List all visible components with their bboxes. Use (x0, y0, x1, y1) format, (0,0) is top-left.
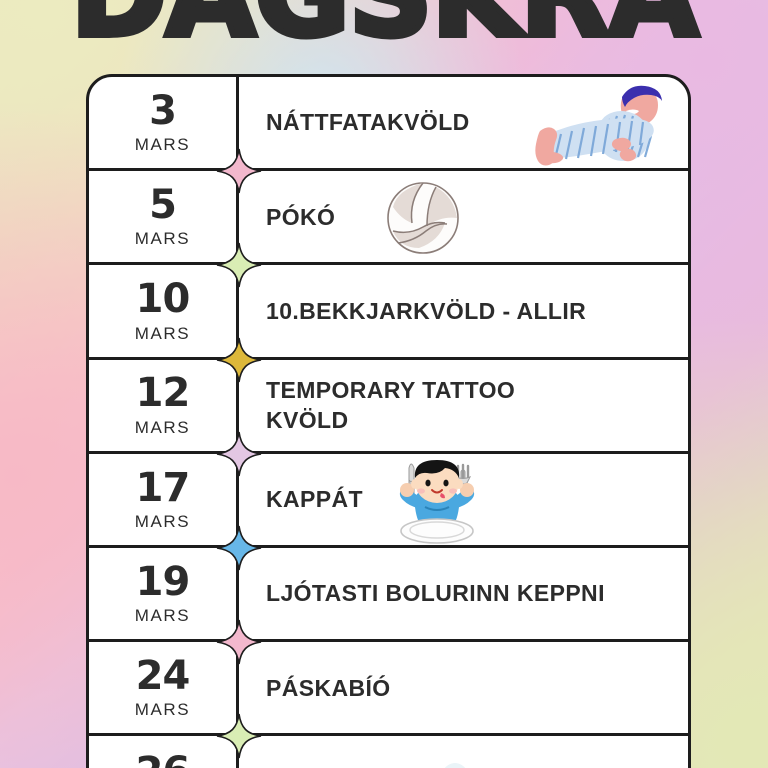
date-month: MARS (134, 700, 191, 720)
date-cell: 5 MARS (89, 171, 239, 263)
date-cell: 17 MARS (89, 453, 239, 545)
event-cell: KAPPÁT (239, 454, 688, 545)
date-cell: 26 MARS (89, 736, 239, 768)
date-month: MARS (134, 323, 191, 343)
schedule-row[interactable]: 5 MARS PÓKÓ (89, 171, 688, 288)
event-cell: LJÓTASTI BOLURINN KEPPNI (239, 548, 688, 639)
schedule-row[interactable]: 12 MARS TEMPORARY TATTOO KVÖLD (89, 359, 688, 476)
date-month: MARS (134, 417, 191, 437)
event-cell: TEMPORARY TATTOO KVÖLD (239, 360, 688, 451)
date-day: 10 (135, 276, 191, 323)
event-title: PÁSKABÍÓ (266, 674, 391, 701)
schedule-row[interactable]: 24 MARS PÁSKABÍÓ (89, 642, 688, 759)
date-day: 5 (149, 182, 177, 229)
event-title: 10.BEKKJARKVÖLD - ALLIR (266, 297, 587, 324)
person-in-pajamas-illustration (535, 85, 662, 166)
date-month: MARS (134, 512, 191, 532)
date-day: 19 (135, 558, 191, 605)
schedule-row[interactable]: 19 MARS LJÓTASTI BOLURINN KEPPNI (89, 547, 688, 665)
date-cell: 24 MARS (89, 642, 239, 734)
event-cell: PÁSKAEGG (239, 736, 688, 768)
boy-eating-illustration (399, 459, 475, 544)
volleyball-icon (387, 182, 459, 254)
event-title: LJÓTASTI BOLURINN KEPPNI (266, 580, 605, 607)
date-day: 12 (135, 370, 191, 417)
event-title: TEMPORARY TATTOO KVÖLD (266, 376, 516, 434)
event-cell: PÁSKABÍÓ (239, 642, 688, 733)
event-cell: NÁTTFATAKVÖLD (239, 77, 688, 168)
schedule-card: 3 MARS NÁTTFATAKVÖLD (86, 74, 691, 768)
date-month: MARS (134, 135, 191, 155)
schedule-row[interactable]: 3 MARS NÁTTFATAKVÖLD (89, 77, 688, 194)
event-title: KAPPÁT (266, 486, 363, 513)
date-day: 3 (149, 87, 177, 134)
schedule-row[interactable]: 26 MARS PÁSKAEGG (89, 736, 688, 768)
event-cell: PÓKÓ (239, 171, 688, 262)
event-title: NÁTTFATAKVÖLD (266, 109, 470, 136)
date-day: 26 (136, 751, 191, 768)
date-cell: 10 MARS (89, 265, 239, 357)
date-day: 24 (135, 653, 191, 700)
schedule-row[interactable]: 17 MARS KAPPÁT (89, 453, 688, 571)
page-title: DAGSKRÁ (0, 0, 768, 57)
date-cell: 12 MARS (89, 359, 239, 451)
date-day: 17 (135, 464, 191, 511)
event-cell: 10.BEKKJARKVÖLD - ALLIR (239, 265, 688, 356)
event-title: PÓKÓ (266, 203, 336, 230)
date-cell: 3 MARS (89, 77, 239, 169)
date-month: MARS (134, 229, 191, 249)
easter-eggs-illustration (412, 759, 496, 768)
schedule-row[interactable]: 10 MARS 10.BEKKJARKVÖLD - ALLIR (89, 265, 688, 382)
date-cell: 19 MARS (89, 547, 239, 640)
date-month: MARS (134, 606, 191, 626)
